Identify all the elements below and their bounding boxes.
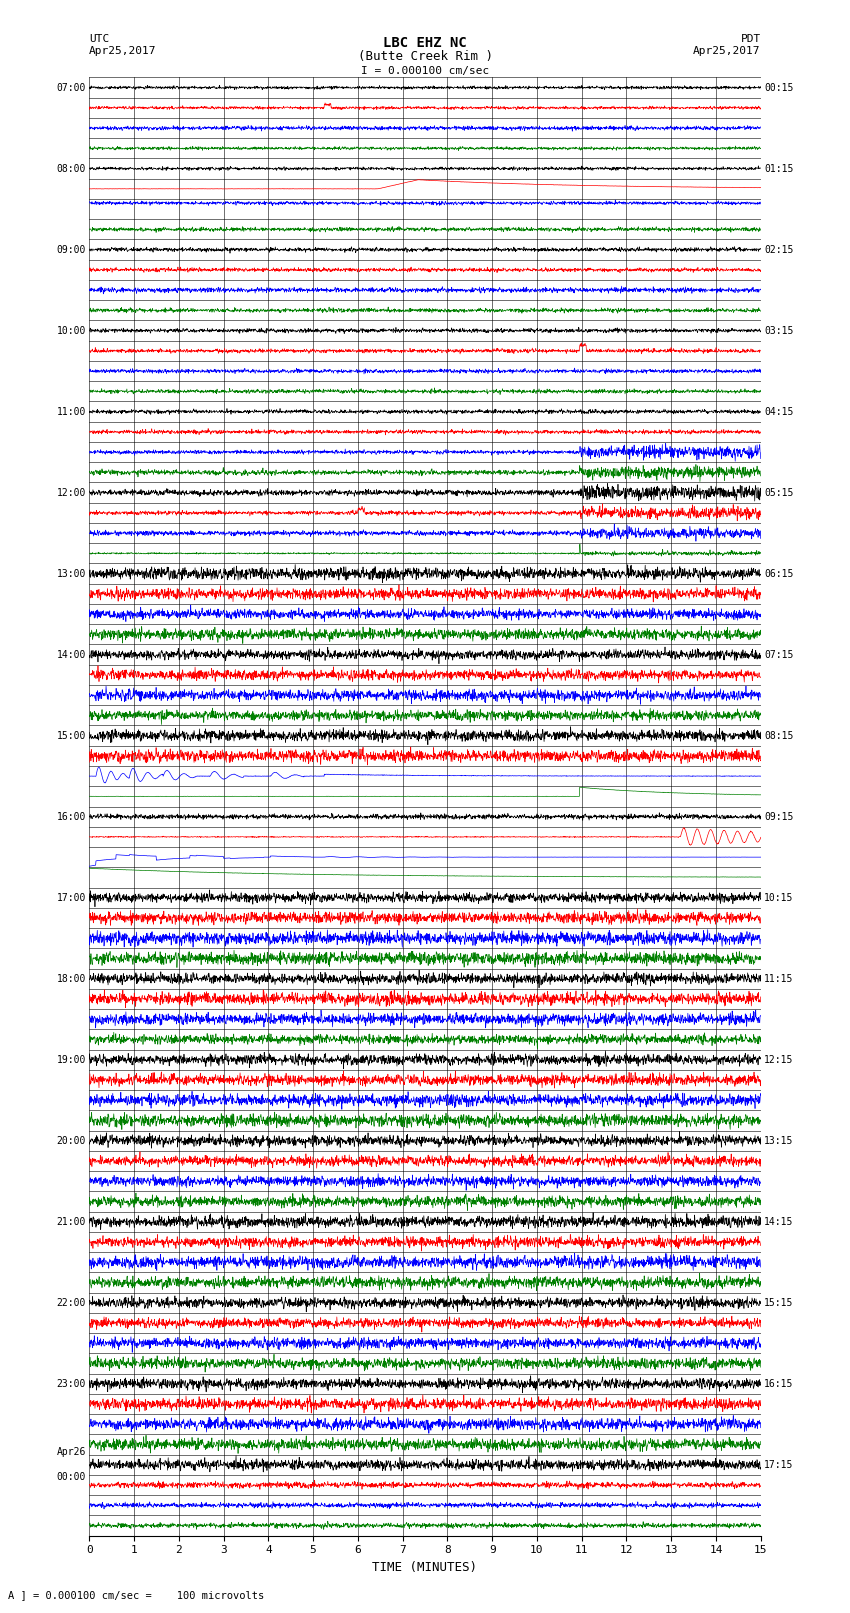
Text: Apr26: Apr26 [56,1447,86,1458]
Text: 16:00: 16:00 [56,811,86,821]
Text: 23:00: 23:00 [56,1379,86,1389]
Text: A ] = 0.000100 cm/sec =    100 microvolts: A ] = 0.000100 cm/sec = 100 microvolts [8,1590,264,1600]
Text: 09:00: 09:00 [56,245,86,255]
Text: 11:00: 11:00 [56,406,86,416]
Text: (Butte Creek Rim ): (Butte Creek Rim ) [358,50,492,63]
Text: 07:00: 07:00 [56,82,86,92]
Text: 10:00: 10:00 [56,326,86,336]
Text: 12:15: 12:15 [764,1055,794,1065]
Text: 15:00: 15:00 [56,731,86,740]
Text: 15:15: 15:15 [764,1298,794,1308]
Text: 00:00: 00:00 [56,1473,86,1482]
Text: 21:00: 21:00 [56,1216,86,1226]
Text: 13:15: 13:15 [764,1136,794,1145]
Text: 11:15: 11:15 [764,974,794,984]
Text: 17:00: 17:00 [56,892,86,903]
Text: 18:00: 18:00 [56,974,86,984]
Text: 12:00: 12:00 [56,487,86,497]
Text: 09:15: 09:15 [764,811,794,821]
Text: 17:15: 17:15 [764,1460,794,1469]
Text: 07:15: 07:15 [764,650,794,660]
Text: 06:15: 06:15 [764,569,794,579]
Text: 14:15: 14:15 [764,1216,794,1226]
Text: PDT: PDT [740,34,761,44]
Text: 04:15: 04:15 [764,406,794,416]
Text: 03:15: 03:15 [764,326,794,336]
Text: 16:15: 16:15 [764,1379,794,1389]
Text: 08:00: 08:00 [56,163,86,174]
Text: 01:15: 01:15 [764,163,794,174]
Text: 20:00: 20:00 [56,1136,86,1145]
Text: 05:15: 05:15 [764,487,794,497]
Text: 08:15: 08:15 [764,731,794,740]
Text: 19:00: 19:00 [56,1055,86,1065]
Text: 02:15: 02:15 [764,245,794,255]
Text: I = 0.000100 cm/sec: I = 0.000100 cm/sec [361,66,489,76]
Text: Apr25,2017: Apr25,2017 [694,47,761,56]
Text: 22:00: 22:00 [56,1298,86,1308]
Text: LBC EHZ NC: LBC EHZ NC [383,35,467,50]
Text: 10:15: 10:15 [764,892,794,903]
Text: Apr25,2017: Apr25,2017 [89,47,156,56]
Text: 00:15: 00:15 [764,82,794,92]
Text: UTC: UTC [89,34,110,44]
Text: 13:00: 13:00 [56,569,86,579]
X-axis label: TIME (MINUTES): TIME (MINUTES) [372,1561,478,1574]
Text: 14:00: 14:00 [56,650,86,660]
